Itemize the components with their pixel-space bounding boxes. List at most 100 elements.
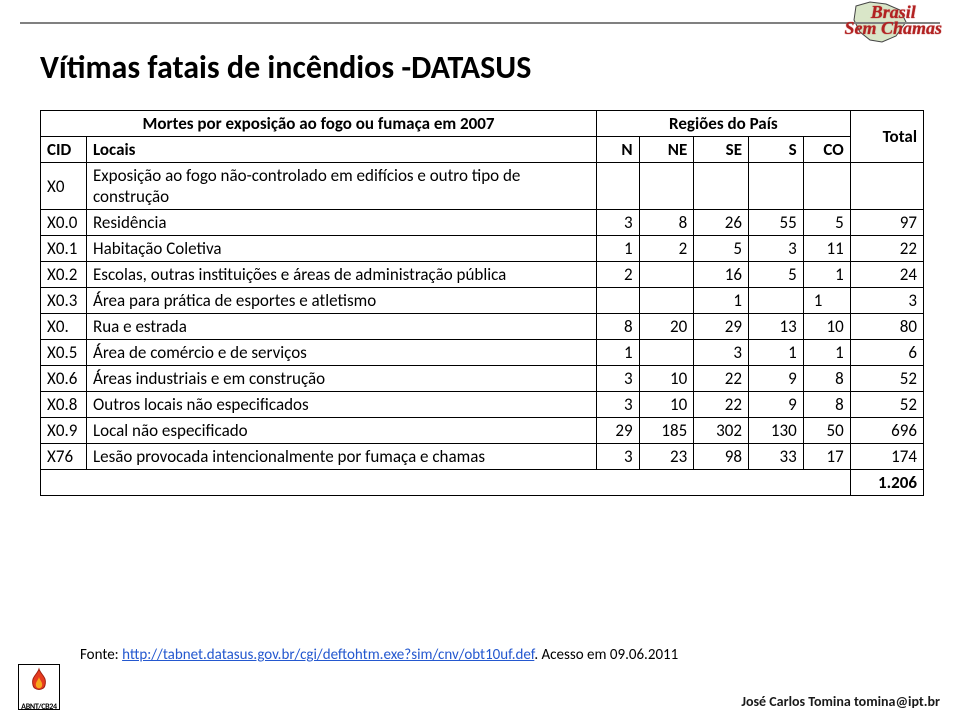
cell-n: 1 (597, 340, 640, 366)
cell-s (749, 163, 804, 210)
cell-cid: X0 (41, 163, 87, 210)
cell-locais: Área de comércio e de serviços (87, 340, 597, 366)
cell-ne (639, 262, 694, 288)
cell-cid: X0.2 (41, 262, 87, 288)
cell-n: 1 (597, 236, 640, 262)
table-row: X0.0 Residência 3 8 26 55 5 97 (41, 210, 924, 236)
cell-ne: 8 (639, 210, 694, 236)
cell-s: 9 (749, 392, 804, 418)
cell-ne: 23 (639, 444, 694, 470)
source-citation: Fonte: http://tabnet.datasus.gov.br/cgi/… (80, 646, 678, 664)
cell-locais: Exposição ao fogo não-controlado em edif… (87, 163, 597, 210)
table-row: X0.9 Local não especificado 29 185 302 1… (41, 418, 924, 444)
brand-line2: Sem Chamas (844, 18, 942, 38)
cell-s (749, 288, 804, 314)
cell-locais: Outros locais não especificados (87, 392, 597, 418)
data-table-container: Mortes por exposição ao fogo ou fumaça e… (40, 110, 924, 496)
cell-n: 3 (597, 444, 640, 470)
cell-cid: X0.1 (41, 236, 87, 262)
cell-se: 302 (694, 418, 749, 444)
cell-cid: X0.5 (41, 340, 87, 366)
header-mortes: Mortes por exposição ao fogo ou fumaça e… (41, 111, 597, 137)
cell-locais: Áreas industriais e em construção (87, 366, 597, 392)
cell-se: 29 (694, 314, 749, 340)
cell-co: 11 (803, 236, 850, 262)
cell-se: 16 (694, 262, 749, 288)
cell-total: 696 (850, 418, 923, 444)
cell-s: 13 (749, 314, 804, 340)
cell-locais: Rua e estrada (87, 314, 597, 340)
cell-co: 10 (803, 314, 850, 340)
cell-co (803, 163, 850, 210)
cell-total: 52 (850, 366, 923, 392)
cell-locais: Habitação Coletiva (87, 236, 597, 262)
cell-n: 29 (597, 418, 640, 444)
col-n: N (597, 137, 640, 163)
cell-se: 98 (694, 444, 749, 470)
cell-se: 3 (694, 340, 749, 366)
cell-ne: 185 (639, 418, 694, 444)
cell-total: 97 (850, 210, 923, 236)
cell-se: 5 (694, 236, 749, 262)
cell-ne: 20 (639, 314, 694, 340)
cell-se: 22 (694, 392, 749, 418)
cell-n: 3 (597, 392, 640, 418)
cell-s: 130 (749, 418, 804, 444)
cell-co: 17 (803, 444, 850, 470)
table-row: X0.2 Escolas, outras instituições e área… (41, 262, 924, 288)
source-prefix: Fonte: (80, 646, 122, 664)
cell-n: 3 (597, 210, 640, 236)
footer-author: José Carlos Tomina tomina@ipt.br (741, 693, 940, 710)
cell-total: 22 (850, 236, 923, 262)
table-header-row-1: Mortes por exposição ao fogo ou fumaça e… (41, 111, 924, 137)
cell-cid: X0.9 (41, 418, 87, 444)
col-locais: Locais (87, 137, 597, 163)
cell-locais: Escolas, outras instituições e áreas de … (87, 262, 597, 288)
col-cid: CID (41, 137, 87, 163)
col-se: SE (694, 137, 749, 163)
cell-s: 5 (749, 262, 804, 288)
cell-s: 9 (749, 366, 804, 392)
cell-se (694, 163, 749, 210)
cell-locais: Área para prática de esportes e atletism… (87, 288, 597, 314)
cell-co: 8 (803, 366, 850, 392)
cell-total: 80 (850, 314, 923, 340)
cell-total: 52 (850, 392, 923, 418)
cell-ne (639, 340, 694, 366)
cell-se: 26 (694, 210, 749, 236)
badge-text: ABNT/CB24 (19, 702, 59, 712)
table-row: X76 Lesão provocada intencionalmente por… (41, 444, 924, 470)
cell-ne: 10 (639, 392, 694, 418)
cell-s: 33 (749, 444, 804, 470)
cell-se: 22 (694, 366, 749, 392)
col-ne: NE (639, 137, 694, 163)
cell-co: 1 (803, 340, 850, 366)
source-suffix: . Acesso em 09.06.2011 (534, 646, 678, 664)
cell-cid: X0.3 (41, 288, 87, 314)
cell-s: 55 (749, 210, 804, 236)
cell-grand-total: 1.206 (850, 470, 923, 496)
cell-cid: X0.6 (41, 366, 87, 392)
abnt-badge: ABNT/CB24 (18, 664, 60, 710)
cell-total: 24 (850, 262, 923, 288)
cell-n: 3 (597, 366, 640, 392)
cell-co: 1 (803, 262, 850, 288)
table-row: X0.1 Habitação Coletiva 1 2 5 3 11 22 (41, 236, 924, 262)
table-row-grand-total: 1.206 (41, 470, 924, 496)
col-co: CO (803, 137, 850, 163)
cell-s: 3 (749, 236, 804, 262)
cell-locais: Lesão provocada intencionalmente por fum… (87, 444, 597, 470)
cell-co: 5 (803, 210, 850, 236)
source-link[interactable]: http://tabnet.datasus.gov.br/cgi/deftoht… (122, 646, 534, 664)
table-row: X0.3 Área para prática de esportes e atl… (41, 288, 924, 314)
cell-co: 50 (803, 418, 850, 444)
cell-n (597, 288, 640, 314)
cell-n: 8 (597, 314, 640, 340)
page-title: Vítimas fatais de incêndios -DATASUS (40, 48, 531, 87)
cell-ne: 2 (639, 236, 694, 262)
table-row: X0.5 Área de comércio e de serviços 1 3 … (41, 340, 924, 366)
flame-icon (27, 667, 51, 697)
cell-locais: Local não especificado (87, 418, 597, 444)
cell-cid: X0.8 (41, 392, 87, 418)
cell-total (850, 163, 923, 210)
